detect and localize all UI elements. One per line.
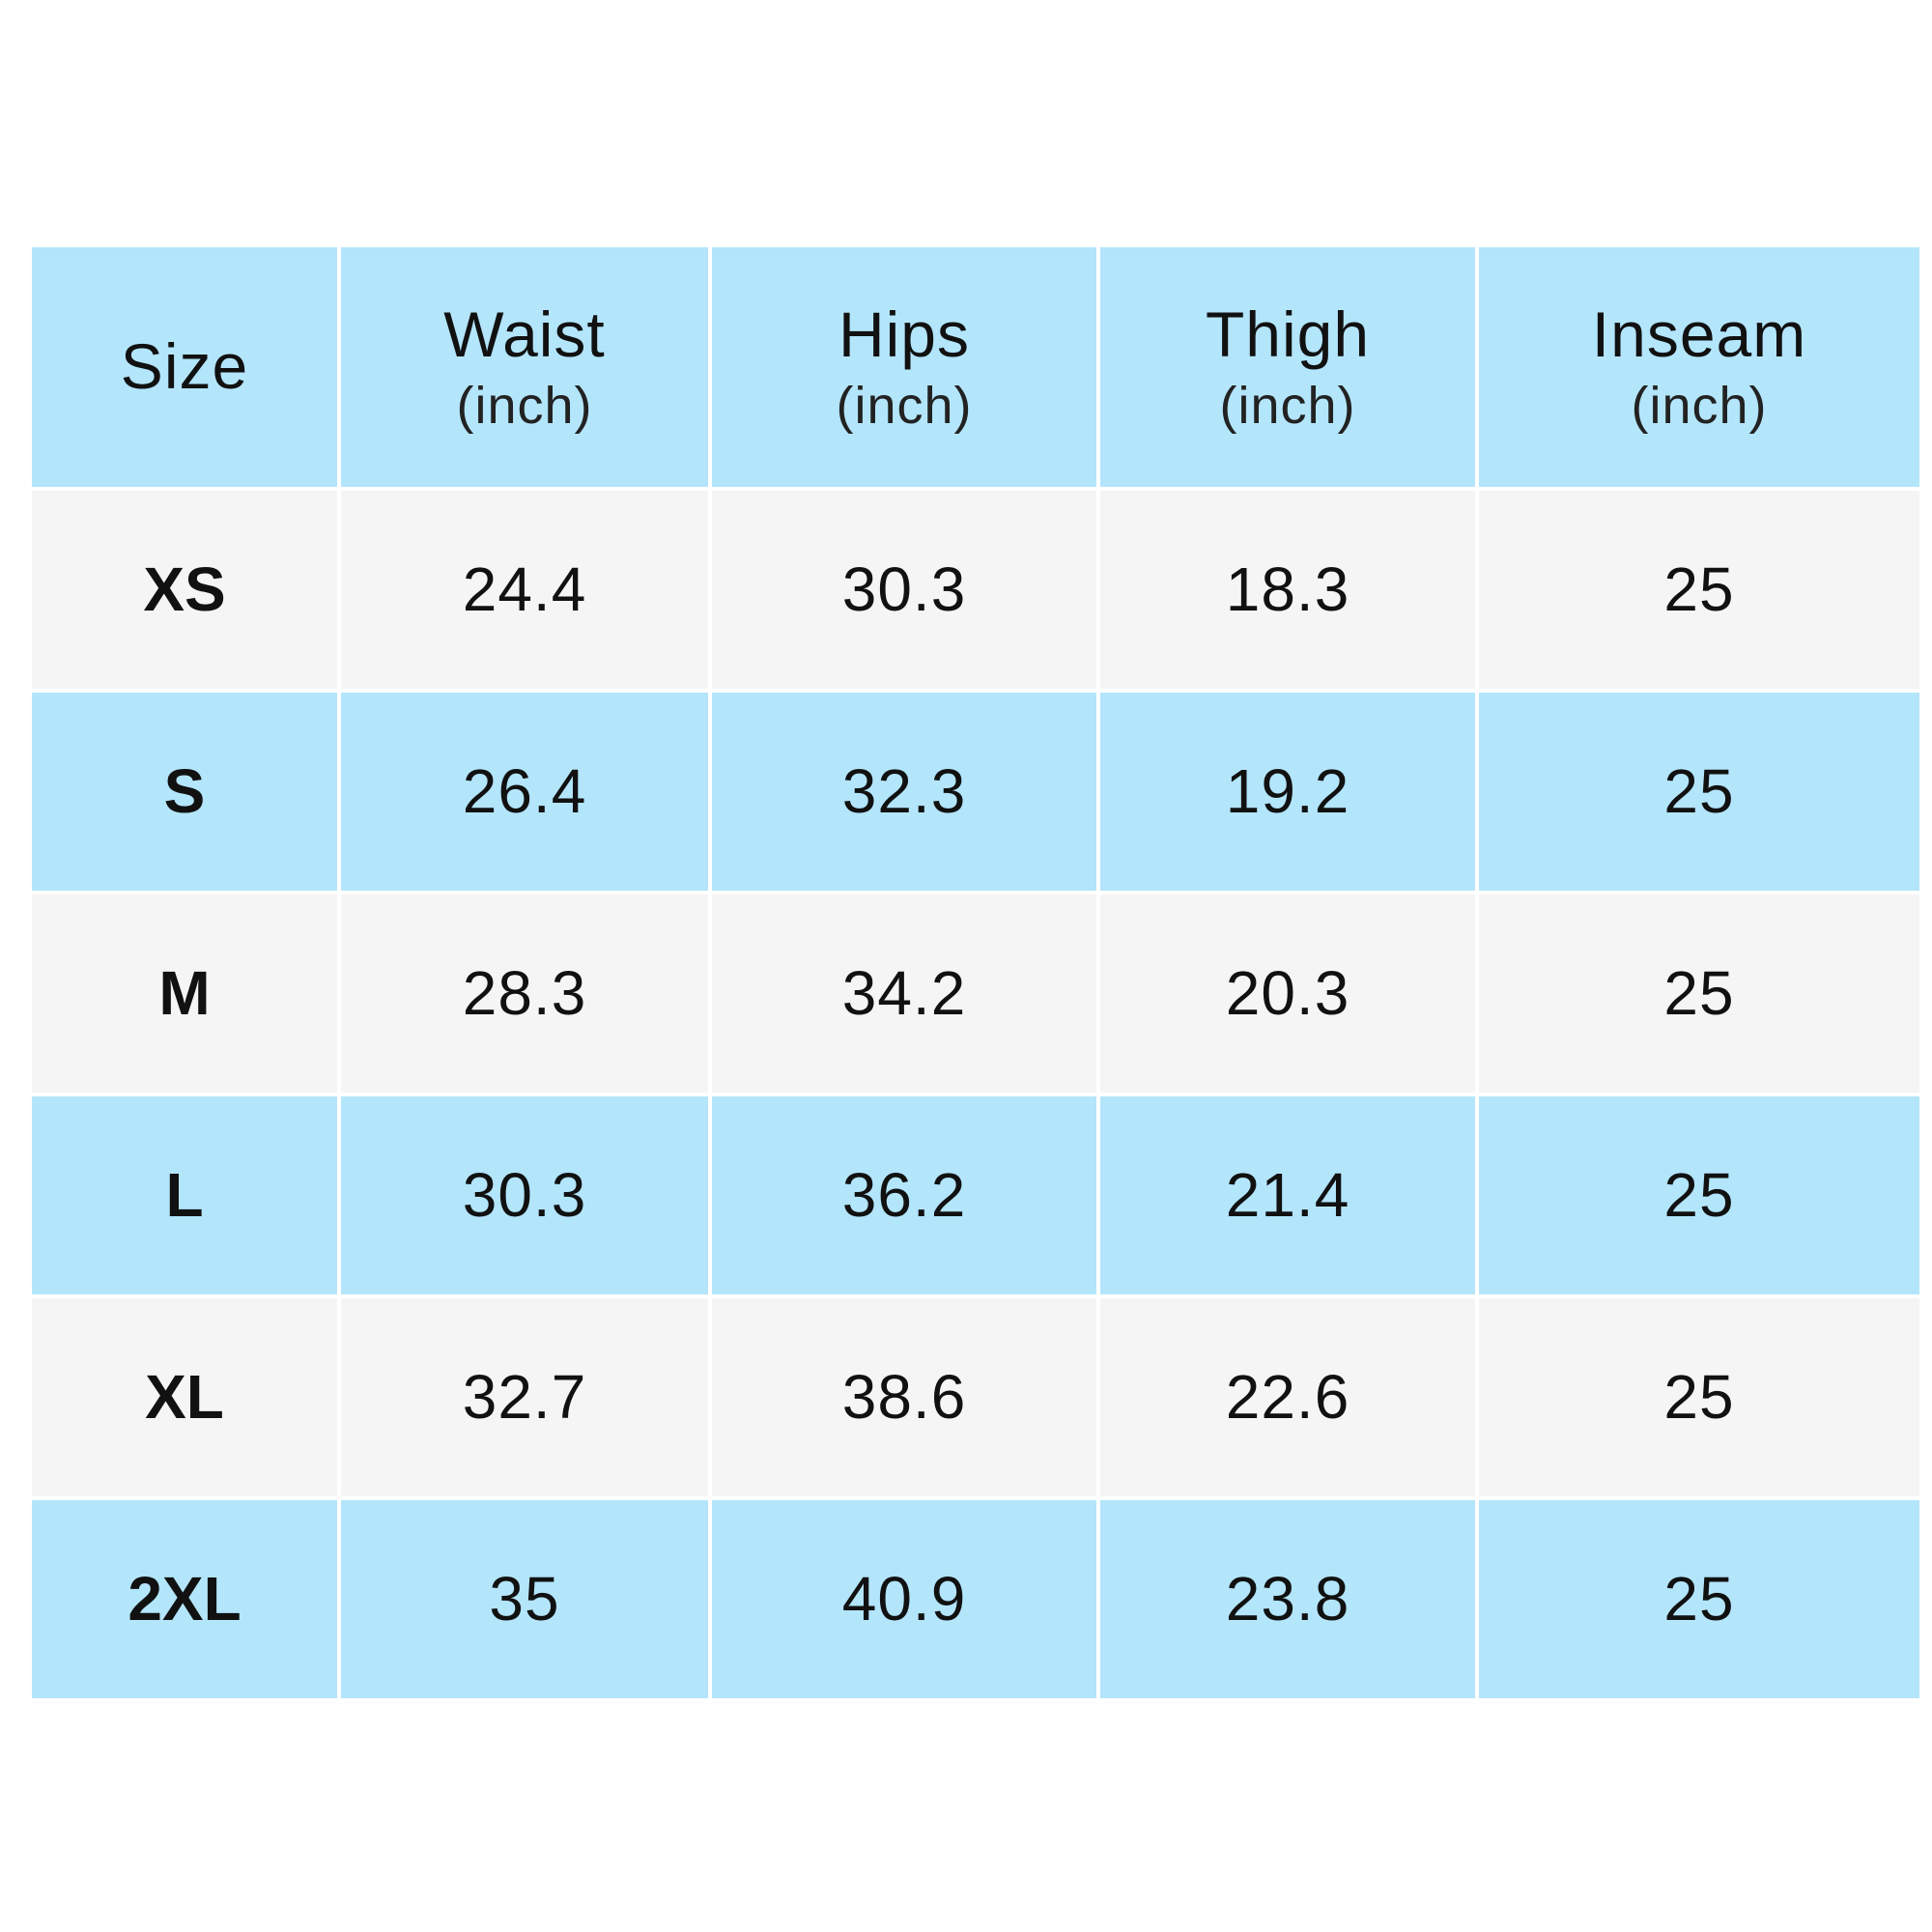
header-thigh-label: Thigh (1205, 298, 1371, 370)
waist-cell: 32.7 (341, 1298, 708, 1496)
waist-value: 28.3 (462, 957, 587, 1028)
hips-value: 34.2 (841, 957, 967, 1028)
thigh-cell: 23.8 (1100, 1500, 1475, 1698)
inseam-value: 25 (1663, 957, 1735, 1028)
hips-value: 36.2 (841, 1159, 967, 1230)
hips-cell: 40.9 (712, 1500, 1096, 1698)
waist-cell: 35 (341, 1500, 708, 1698)
header-thigh-unit: (inch) (1219, 376, 1356, 435)
hips-value: 38.6 (841, 1361, 967, 1432)
header-hips-unit: (inch) (836, 376, 973, 435)
inseam-value: 25 (1663, 1563, 1735, 1634)
size-cell: M (32, 895, 337, 1093)
hips-cell: 36.2 (712, 1096, 1096, 1294)
waist-value: 30.3 (462, 1159, 587, 1230)
size-label: L (165, 1159, 204, 1230)
header-thigh: Thigh (inch) (1100, 247, 1475, 487)
inseam-value: 25 (1663, 1361, 1735, 1432)
thigh-value: 19.2 (1225, 755, 1350, 826)
size-cell: XL (32, 1298, 337, 1496)
header-hips-label: Hips (838, 298, 971, 370)
inseam-value: 25 (1663, 755, 1735, 826)
hips-cell: 30.3 (712, 491, 1096, 689)
inseam-cell: 25 (1479, 693, 1919, 891)
inseam-value: 25 (1663, 554, 1735, 624)
thigh-cell: 19.2 (1100, 693, 1475, 891)
inseam-cell: 25 (1479, 1500, 1919, 1698)
thigh-value: 21.4 (1225, 1159, 1350, 1230)
hips-value: 32.3 (841, 755, 967, 826)
waist-value: 35 (489, 1563, 560, 1634)
waist-cell: 28.3 (341, 895, 708, 1093)
thigh-cell: 22.6 (1100, 1298, 1475, 1496)
header-size-label: Size (120, 330, 249, 403)
inseam-cell: 25 (1479, 491, 1919, 689)
size-cell: S (32, 693, 337, 891)
header-hips: Hips (inch) (712, 247, 1096, 487)
hips-cell: 32.3 (712, 693, 1096, 891)
header-inseam-label: Inseam (1591, 298, 1807, 370)
thigh-value: 18.3 (1225, 554, 1350, 624)
inseam-cell: 25 (1479, 1096, 1919, 1294)
inseam-value: 25 (1663, 1159, 1735, 1230)
inseam-cell: 25 (1479, 1298, 1919, 1496)
thigh-value: 20.3 (1225, 957, 1350, 1028)
hips-value: 40.9 (841, 1563, 967, 1634)
header-waist: Waist (inch) (341, 247, 708, 487)
size-label: 2XL (128, 1563, 242, 1634)
header-waist-label: Waist (443, 298, 606, 370)
waist-value: 26.4 (462, 755, 587, 826)
header-size: Size (32, 247, 337, 487)
size-label: M (158, 957, 211, 1028)
hips-cell: 34.2 (712, 895, 1096, 1093)
size-label: XS (143, 554, 226, 624)
inseam-cell: 25 (1479, 895, 1919, 1093)
thigh-cell: 21.4 (1100, 1096, 1475, 1294)
waist-cell: 30.3 (341, 1096, 708, 1294)
size-cell: 2XL (32, 1500, 337, 1698)
thigh-cell: 20.3 (1100, 895, 1475, 1093)
header-inseam-unit: (inch) (1631, 376, 1768, 435)
waist-value: 24.4 (462, 554, 587, 624)
header-inseam: Inseam (inch) (1479, 247, 1919, 487)
size-chart-table: Size Waist (inch) Hips (inch) Thigh (inc… (32, 247, 1919, 1698)
thigh-value: 23.8 (1225, 1563, 1350, 1634)
size-label: XL (145, 1361, 224, 1432)
size-cell: XS (32, 491, 337, 689)
hips-cell: 38.6 (712, 1298, 1096, 1496)
hips-value: 30.3 (841, 554, 967, 624)
size-label: S (163, 755, 206, 826)
waist-cell: 26.4 (341, 693, 708, 891)
waist-value: 32.7 (462, 1361, 587, 1432)
header-waist-unit: (inch) (456, 376, 593, 435)
size-cell: L (32, 1096, 337, 1294)
waist-cell: 24.4 (341, 491, 708, 689)
thigh-value: 22.6 (1225, 1361, 1350, 1432)
thigh-cell: 18.3 (1100, 491, 1475, 689)
